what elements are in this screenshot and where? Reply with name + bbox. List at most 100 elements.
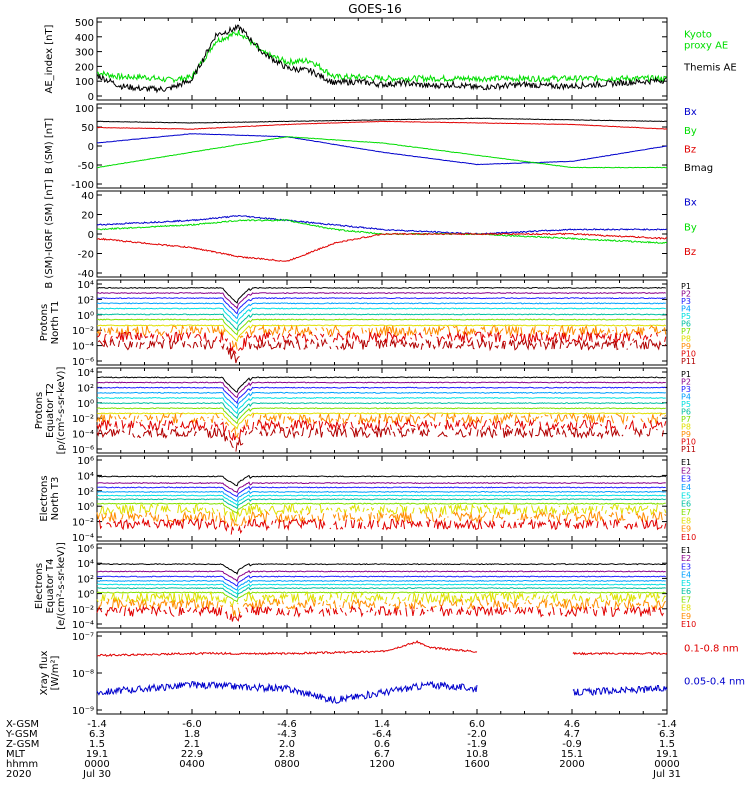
channel-line (420, 342, 424, 350)
channel-line (366, 508, 370, 511)
channel-line (472, 605, 493, 617)
channel-line (443, 517, 446, 522)
channel-line (134, 332, 143, 341)
x-axis-tick-value: 1.8 (184, 729, 200, 740)
channel-line (203, 332, 207, 342)
channel-label: P2 (681, 378, 691, 387)
channel-line (220, 604, 224, 608)
channel-line (500, 411, 514, 426)
channel-line (601, 338, 619, 351)
y-tick-label: 10⁶ (77, 544, 94, 555)
channel-label: P7 (681, 327, 691, 336)
channel-line (342, 422, 348, 431)
channel-line (545, 332, 558, 343)
channel-line (581, 507, 587, 515)
channel-line (517, 518, 519, 521)
channel-line (406, 519, 423, 529)
x-axis-tick-value: 0.6 (374, 739, 390, 750)
channel-line (339, 526, 344, 530)
series-line-kyoto-proxy-ae (96, 29, 668, 84)
channel-line (96, 318, 666, 336)
y-tick-label: 10⁻² (72, 414, 94, 425)
channel-line (376, 512, 384, 524)
plot-title: GOES-16 (348, 2, 402, 16)
channel-line (589, 606, 592, 609)
channel-line (349, 604, 357, 613)
legend-label: 0.1-0.8 nm (684, 644, 739, 655)
channel-line (229, 342, 237, 355)
channel-line (556, 513, 561, 523)
legend-label: 0.05-0.4 nm (684, 676, 745, 687)
channel-line (493, 414, 499, 424)
channel-label: E3 (681, 562, 691, 571)
channel-line (103, 328, 106, 333)
channel-line (294, 325, 314, 337)
channel-line (436, 336, 446, 344)
channel-label: P9 (681, 342, 691, 351)
channel-line (123, 341, 134, 351)
channel-line (285, 603, 296, 610)
channel-line (96, 587, 666, 598)
channel-line (193, 431, 197, 437)
channel-line (505, 325, 520, 338)
series-line-bz (96, 232, 668, 262)
channel-line (649, 334, 653, 338)
channel-line (170, 427, 193, 438)
legend-label: Bz (684, 247, 696, 258)
channel-line (162, 419, 167, 426)
channel-line (135, 421, 138, 424)
channel-line (604, 420, 617, 431)
channel-label: P11 (681, 445, 696, 454)
channel-line (350, 421, 354, 429)
channel-line (100, 594, 106, 602)
panel-frame-electrons_t4 (96, 543, 668, 629)
channel-line (180, 510, 193, 523)
channel-line (169, 598, 185, 610)
channel-line (562, 504, 580, 515)
channel-line (425, 339, 432, 348)
channel-line (537, 520, 547, 529)
channel-line (559, 339, 565, 349)
channel-line (210, 415, 214, 424)
channel-line (468, 427, 472, 436)
y-axis-label: Protons (39, 304, 50, 341)
channel-line (101, 513, 107, 522)
channel-line (491, 514, 495, 522)
channel-line (300, 427, 305, 437)
channel-line (343, 594, 350, 603)
x-axis-tick-value: 1.5 (659, 739, 675, 750)
channel-label: P1 (681, 282, 691, 291)
channel-line (96, 402, 666, 420)
channel-line (136, 434, 142, 439)
channel-line (609, 520, 612, 526)
channel-line (218, 332, 224, 344)
channel-line (96, 583, 666, 595)
channel-line (155, 415, 159, 422)
channel-line (481, 590, 499, 603)
channel-line (493, 599, 501, 608)
x-axis-tick-value: 1.5 (89, 739, 105, 750)
channel-line (199, 341, 202, 348)
channel-line (648, 324, 662, 334)
y-tick-label: -100 (71, 180, 94, 191)
channel-line (316, 341, 320, 349)
channel-line (236, 602, 239, 605)
channel-line (524, 602, 527, 604)
channel-line (325, 324, 340, 338)
channel-line (135, 604, 150, 614)
channel-line (392, 431, 396, 437)
channel-line (310, 338, 315, 345)
channel-line (397, 596, 401, 602)
channel-line (304, 591, 316, 602)
channel-line (531, 505, 548, 516)
channel-line (332, 332, 345, 343)
channel-line (417, 420, 429, 431)
channel-line (540, 332, 543, 341)
channel-line (569, 412, 580, 424)
channel-line (259, 430, 263, 437)
x-axis-tick-value: 0800 (274, 759, 299, 770)
x-axis-tick-value: 10.8 (466, 749, 488, 760)
channel-line (229, 600, 235, 607)
y-tick-label: 10⁻⁴ (72, 620, 94, 631)
channel-line (207, 416, 209, 419)
